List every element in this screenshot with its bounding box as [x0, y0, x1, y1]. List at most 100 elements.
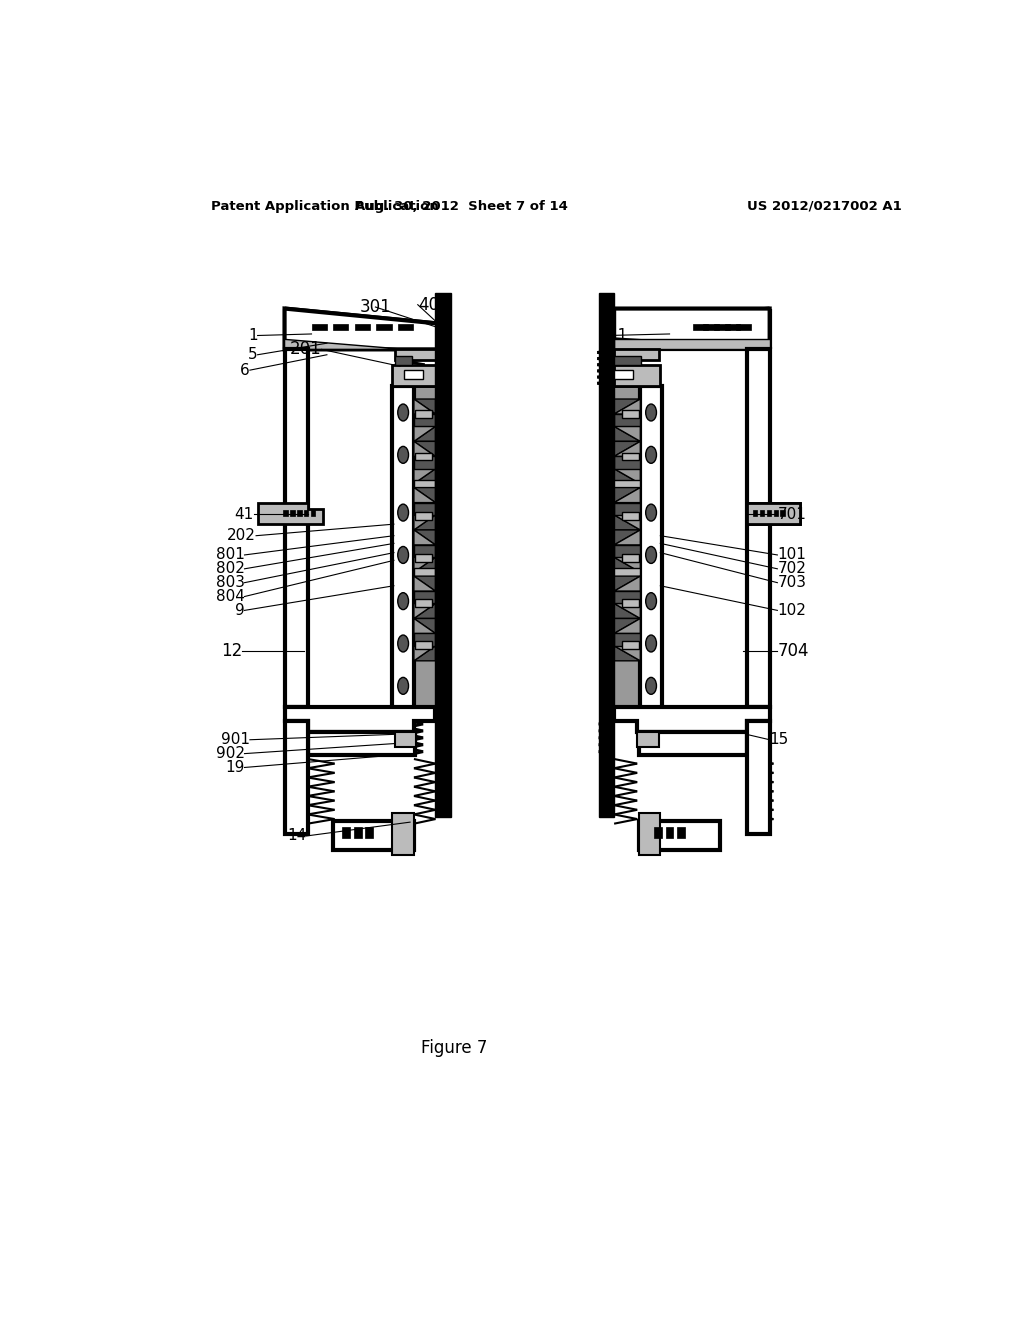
Text: Patent Application Publication: Patent Application Publication	[211, 199, 439, 213]
Bar	[746, 721, 770, 834]
Bar	[416, 411, 432, 418]
Bar	[599, 293, 614, 817]
Polygon shape	[414, 515, 435, 529]
Polygon shape	[414, 634, 435, 645]
Polygon shape	[614, 515, 640, 529]
Text: Figure 7: Figure 7	[421, 1039, 487, 1057]
Bar	[703, 323, 719, 330]
Polygon shape	[614, 457, 640, 469]
Text: Aug. 30, 2012  Sheet 7 of 14: Aug. 30, 2012 Sheet 7 of 14	[355, 199, 568, 213]
Bar	[310, 511, 315, 516]
Polygon shape	[414, 503, 435, 515]
Polygon shape	[414, 576, 435, 591]
Text: 5: 5	[248, 347, 258, 362]
Polygon shape	[614, 339, 770, 350]
Ellipse shape	[646, 546, 656, 564]
Ellipse shape	[646, 593, 656, 610]
Bar	[677, 826, 685, 837]
Ellipse shape	[397, 446, 409, 463]
Text: 11: 11	[608, 327, 628, 343]
Bar	[403, 370, 423, 379]
Ellipse shape	[397, 504, 409, 521]
Bar	[392, 364, 438, 387]
Bar	[394, 350, 439, 360]
Text: 102: 102	[777, 603, 806, 618]
Polygon shape	[614, 545, 640, 557]
Polygon shape	[614, 645, 640, 661]
Polygon shape	[614, 487, 640, 503]
Polygon shape	[614, 487, 640, 503]
Bar	[397, 323, 413, 330]
Polygon shape	[614, 399, 640, 414]
Bar	[290, 511, 295, 516]
Bar	[736, 323, 752, 330]
Polygon shape	[614, 503, 640, 515]
Polygon shape	[614, 603, 640, 619]
Bar	[414, 385, 437, 709]
Bar	[304, 511, 308, 516]
Bar	[414, 568, 435, 579]
Bar	[376, 323, 391, 330]
Bar	[760, 511, 764, 516]
Bar	[639, 821, 720, 850]
Polygon shape	[614, 441, 640, 457]
Polygon shape	[414, 469, 435, 483]
Bar	[354, 826, 361, 837]
Polygon shape	[614, 634, 640, 645]
Bar	[311, 323, 327, 330]
Polygon shape	[285, 339, 442, 352]
Polygon shape	[414, 441, 435, 457]
Bar	[416, 453, 432, 461]
Polygon shape	[414, 603, 435, 619]
Bar	[622, 599, 639, 607]
Polygon shape	[614, 515, 640, 529]
Bar	[639, 813, 660, 855]
Polygon shape	[614, 708, 770, 733]
Bar	[773, 511, 778, 516]
Ellipse shape	[397, 404, 409, 421]
Bar	[416, 554, 432, 562]
Polygon shape	[746, 503, 801, 524]
Polygon shape	[414, 457, 435, 469]
Polygon shape	[614, 469, 640, 483]
Polygon shape	[414, 426, 435, 441]
Ellipse shape	[646, 677, 656, 694]
Bar	[614, 370, 634, 379]
Bar	[392, 385, 414, 709]
Text: 101: 101	[777, 548, 806, 562]
Polygon shape	[614, 619, 640, 634]
Text: 19: 19	[225, 760, 245, 775]
Text: 201: 201	[290, 341, 322, 358]
Polygon shape	[414, 515, 435, 529]
Bar	[416, 642, 432, 649]
Text: 802: 802	[216, 561, 245, 577]
Text: 902: 902	[215, 746, 245, 762]
Polygon shape	[614, 557, 640, 573]
Polygon shape	[414, 529, 435, 545]
Bar	[614, 364, 660, 387]
Bar	[622, 554, 639, 562]
Text: 15: 15	[770, 733, 788, 747]
Polygon shape	[614, 603, 640, 619]
Text: 803: 803	[215, 576, 245, 590]
Polygon shape	[414, 603, 435, 619]
Bar	[435, 293, 451, 817]
Polygon shape	[614, 591, 640, 603]
Text: 9: 9	[234, 603, 245, 618]
Ellipse shape	[397, 635, 409, 652]
Bar	[354, 323, 370, 330]
Bar	[714, 323, 730, 330]
Bar	[416, 599, 432, 607]
Text: 704: 704	[777, 643, 809, 660]
Polygon shape	[614, 576, 640, 591]
Polygon shape	[285, 309, 442, 350]
Bar	[654, 826, 662, 837]
Text: 1: 1	[248, 327, 258, 343]
Ellipse shape	[646, 446, 656, 463]
Text: 6: 6	[241, 363, 250, 378]
Ellipse shape	[397, 546, 409, 564]
Polygon shape	[414, 591, 435, 603]
Polygon shape	[614, 414, 640, 426]
Ellipse shape	[646, 504, 656, 521]
Bar	[640, 385, 662, 709]
